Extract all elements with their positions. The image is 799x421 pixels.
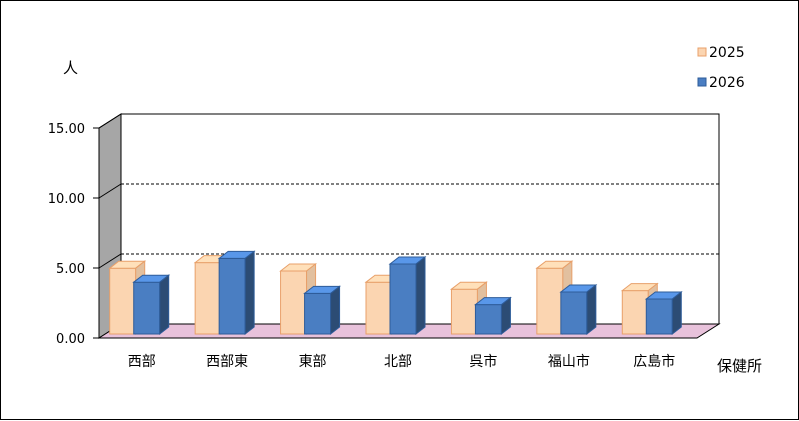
bar-side: [415, 255, 426, 336]
gridline-side: [98, 183, 122, 199]
legend: 2025 2026: [697, 45, 745, 91]
bar: [559, 283, 598, 336]
gridline-side: [98, 113, 122, 129]
bar-front: [474, 304, 502, 335]
legend-label: 2025: [709, 45, 745, 61]
x-tick-label: 西部: [128, 354, 156, 370]
x-axis-label: 保健所: [717, 357, 762, 375]
bar-front: [109, 267, 137, 335]
bar: [217, 250, 256, 336]
bar: [535, 260, 574, 336]
bar: [644, 290, 683, 336]
bar-front: [133, 281, 161, 335]
x-tick-label: 福山市: [548, 353, 590, 370]
bar: [132, 274, 171, 336]
bar: [303, 285, 342, 336]
bar-front: [218, 257, 246, 335]
bar: [473, 296, 512, 336]
bars: [108, 250, 683, 336]
y-tick-label: 15.00: [48, 122, 85, 137]
x-tick-label: 北部: [384, 354, 412, 370]
y-tick-label: 0.00: [56, 332, 85, 347]
gridline-side: [98, 253, 122, 269]
y-tick-label: 5.00: [56, 262, 85, 277]
bar-front: [389, 263, 417, 335]
bar-side: [244, 250, 255, 336]
bar-front: [304, 292, 332, 335]
bar-side: [586, 283, 597, 336]
legend-swatch: [697, 47, 707, 57]
bar-side: [500, 296, 511, 336]
bar-side: [671, 290, 682, 336]
legend-label: 2026: [709, 75, 745, 91]
bar: [388, 255, 427, 336]
x-tick-label: 呉市: [469, 353, 497, 370]
bar-front: [365, 281, 393, 335]
bar-front: [194, 262, 222, 335]
y-axis-label: 人: [63, 59, 78, 77]
bar-front: [560, 291, 588, 335]
bar-front: [280, 270, 308, 335]
x-axis-ticks: 西部 西部東 東部 北部 呉市 福山市 広島市: [128, 353, 676, 370]
legend-swatch: [697, 77, 707, 87]
bar-front: [645, 298, 673, 335]
bar-front: [450, 288, 478, 335]
y-axis-ticks: 0.00 5.00 10.00 15.00: [48, 122, 99, 347]
x-tick-label: 広島市: [633, 353, 675, 370]
x-tick-label: 西部東: [206, 354, 248, 370]
y-tick-label: 10.00: [48, 192, 85, 207]
x-tick-label: 東部: [299, 354, 327, 370]
bar-front: [536, 267, 564, 335]
bar-front: [621, 290, 649, 335]
bar-side: [330, 285, 341, 336]
bar-side: [159, 274, 170, 336]
gridlines: [98, 113, 719, 269]
